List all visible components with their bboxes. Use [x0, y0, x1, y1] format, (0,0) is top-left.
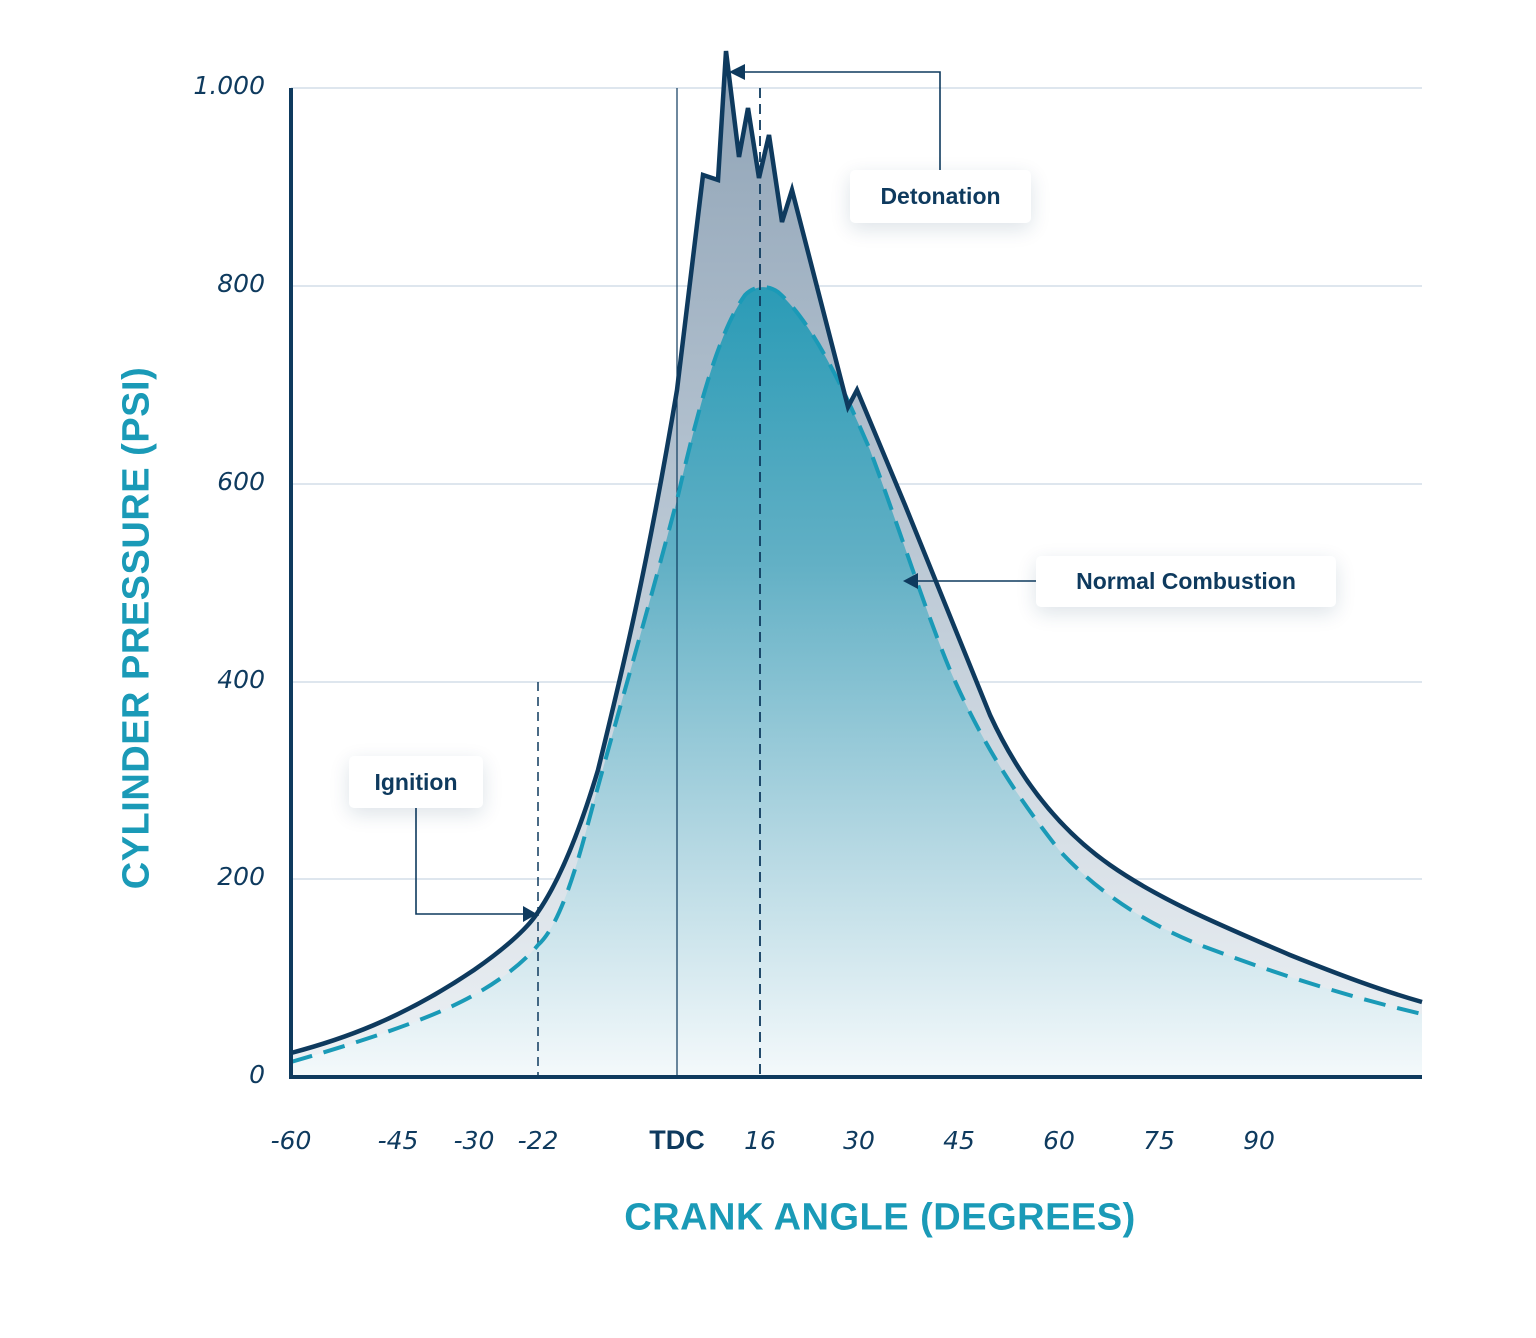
x-tick-label: -30	[453, 1126, 495, 1155]
x-tick-label: -22	[517, 1126, 559, 1155]
x-axis-title: CRANK ANGLE (DEGREES)	[624, 1196, 1136, 1239]
x-tick-label: 45	[943, 1126, 975, 1155]
y-tick-label: 200	[217, 862, 265, 891]
ignition-callout-label: Ignition	[374, 768, 458, 795]
x-tick-label: 60	[1043, 1126, 1075, 1155]
y-tick-label: 400	[217, 665, 265, 694]
detonation-connector	[729, 64, 941, 170]
detonation-callout: Detonation	[850, 170, 1031, 223]
normal-combustion-curve	[290, 285, 1423, 1064]
detonation-curve	[290, 50, 1423, 1056]
x-tick-label: 75	[1143, 1126, 1175, 1155]
x-tick-label: 16	[744, 1126, 776, 1155]
x-tick-label: 90	[1243, 1126, 1275, 1155]
y-tick-label: 600	[217, 467, 265, 496]
ignition-connector	[415, 808, 537, 922]
y-axis-title: CYLINDER PRESSURE (PSI)	[115, 366, 158, 890]
x-tick-label: 30	[843, 1126, 875, 1155]
x-tick-label: -45	[377, 1126, 419, 1155]
normal-combustion-callout: Normal Combustion	[1036, 556, 1336, 607]
normal-combustion-callout-label: Normal Combustion	[1076, 568, 1296, 594]
x-tick-label-tdc: TDC	[649, 1125, 705, 1155]
y-tick-label: 0	[249, 1060, 265, 1089]
normal-combustion-connector	[903, 573, 1036, 589]
y-tick-label: 1.000	[193, 71, 265, 100]
y-tick-label: 800	[217, 269, 265, 298]
ignition-callout: Ignition	[349, 756, 483, 808]
detonation-callout-label: Detonation	[880, 183, 1001, 209]
x-tick-label: -60	[270, 1126, 312, 1155]
